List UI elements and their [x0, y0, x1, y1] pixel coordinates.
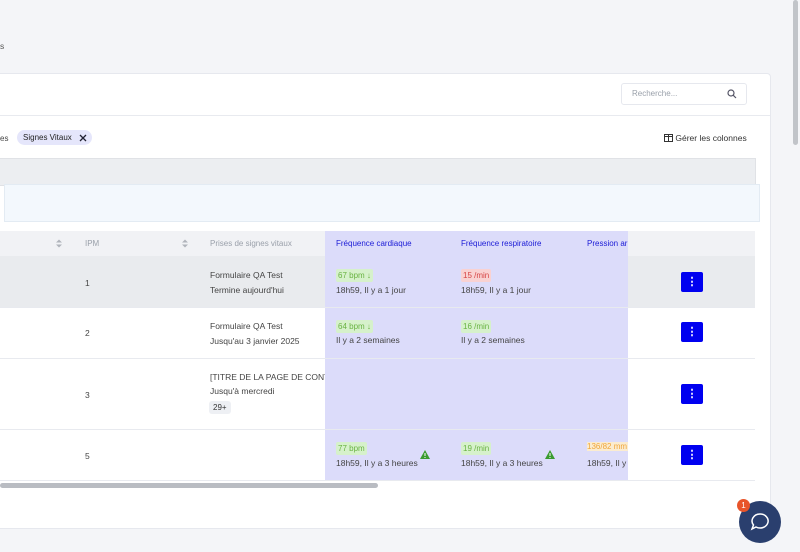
info-panel — [4, 184, 760, 222]
fr-value: 19 /min — [461, 442, 492, 455]
ipm: 5 — [85, 451, 90, 461]
sort-icon[interactable] — [56, 239, 62, 248]
row-divider — [0, 429, 755, 430]
search-placeholder: Recherche... — [632, 89, 678, 98]
row-divider — [0, 307, 755, 308]
form-title[interactable]: Formulaire QA Test — [210, 270, 283, 280]
row-divider — [0, 358, 755, 359]
pa-time: 18h59, Il y a — [587, 458, 628, 468]
fr-value: 16 /min — [461, 320, 492, 333]
fr-time: Il y a 2 semaines — [461, 335, 525, 345]
fr-time: 18h59, Il y a 1 jour — [461, 285, 531, 295]
chat-icon — [750, 513, 769, 531]
pa-value: 136/82 mm — [587, 442, 628, 451]
row-divider — [0, 480, 755, 481]
fc-value: 64 bpm ↓ — [336, 320, 373, 333]
fc-time: 18h59, Il y a 3 heures — [336, 458, 418, 468]
form-title[interactable]: [TITRE DE LA PAGE DE CONTEN — [210, 372, 325, 382]
column-header[interactable]: Fréquence respiratoire — [461, 239, 542, 248]
ipm: 1 — [85, 278, 90, 288]
form-status: Jusqu'au 3 janvier 2025 — [210, 336, 300, 346]
column-header[interactable]: Pression ar — [587, 239, 628, 248]
remove-filter-icon[interactable] — [79, 134, 87, 142]
column-header[interactable]: IPM — [85, 239, 100, 248]
fc-time: Il y a 2 semaines — [336, 335, 400, 345]
fc-time: 18h59, Il y a 1 jour — [336, 285, 406, 295]
row-actions-button[interactable]: ⋮ — [681, 322, 703, 342]
form-status: Jusqu'à mercredi — [210, 386, 275, 396]
fr-time: 18h59, Il y a 3 heures — [461, 458, 543, 468]
vertical-scrollbar[interactable] — [793, 0, 798, 145]
chat-badge: 1 — [737, 499, 750, 512]
fc-value: 77 bpm — [336, 442, 367, 455]
warning-icon — [420, 450, 430, 459]
ipm: 3 — [85, 390, 90, 400]
column-header[interactable]: Prises de signes vitaux — [210, 239, 292, 248]
horizontal-scrollbar[interactable] — [0, 483, 378, 488]
row-actions-button[interactable]: ⋮ — [681, 272, 703, 292]
row-hover — [0, 256, 325, 307]
filter-chip-partial[interactable]: es — [0, 134, 9, 143]
breadcrumb[interactable]: s — [0, 41, 5, 51]
fr-value: 15 /min — [461, 269, 492, 282]
row-actions-button[interactable]: ⋮ — [681, 445, 703, 465]
search-icon — [727, 89, 737, 99]
more-tag[interactable]: 29+ — [209, 401, 231, 414]
group-bar — [0, 158, 756, 186]
row-actions-button[interactable]: ⋮ — [681, 384, 703, 404]
columns-icon — [664, 134, 673, 142]
warning-icon — [545, 450, 555, 459]
sort-icon[interactable] — [182, 239, 188, 248]
manage-columns-label: Gérer les colonnes — [675, 133, 747, 143]
filter-label: Signes Vitaux — [23, 133, 72, 142]
manage-columns[interactable]: Gérer les colonnes — [664, 133, 747, 143]
fc-value: 67 bpm ↓ — [336, 269, 373, 282]
ipm: 2 — [85, 328, 90, 338]
filter-chip[interactable]: Signes Vitaux — [17, 130, 92, 145]
form-title[interactable]: Formulaire QA Test — [210, 321, 283, 331]
search-box[interactable]: Recherche... — [621, 83, 747, 105]
divider — [0, 115, 770, 116]
column-header[interactable]: Fréquence cardiaque — [336, 239, 412, 248]
form-status: Termine aujourd'hui — [210, 285, 284, 295]
